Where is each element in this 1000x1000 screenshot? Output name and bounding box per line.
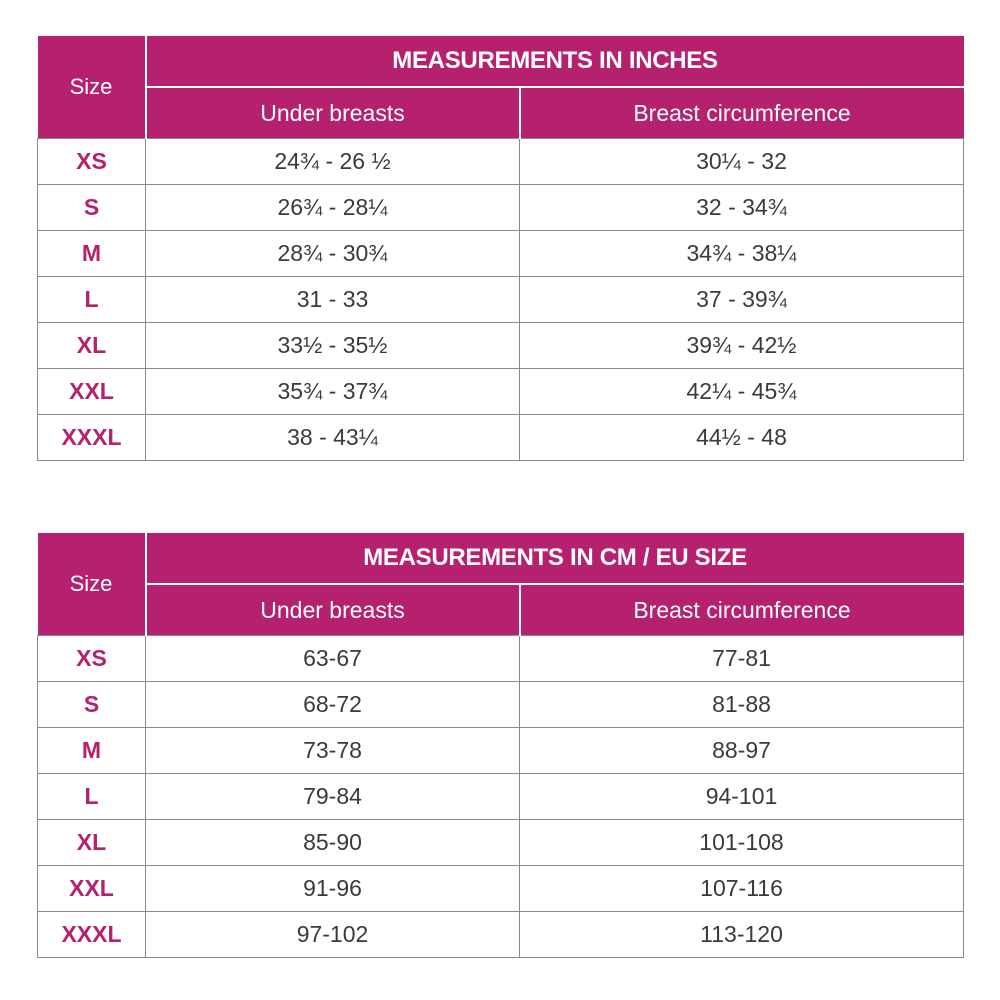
table-row: XS 63-67 77-81 — [37, 635, 965, 682]
under-breasts-value: 28¾ - 30¾ — [145, 230, 520, 277]
breast-circumference-value: 113-120 — [518, 911, 965, 958]
size-label: XL — [37, 322, 146, 369]
under-breasts-value: 24¾ - 26 ½ — [145, 138, 520, 185]
under-breasts-value: 31 - 33 — [145, 276, 520, 323]
table-row: XXL 35¾ - 37¾ 42¼ - 45¾ — [37, 368, 964, 415]
size-label: L — [37, 773, 146, 820]
size-label: M — [37, 727, 146, 774]
breast-circumference-value: 77-81 — [518, 635, 965, 682]
table-row: XS 24¾ - 26 ½ 30¼ - 32 — [37, 138, 964, 185]
under-breasts-value: 97-102 — [145, 911, 520, 958]
breast-circumference-value: 39¾ - 42½ — [519, 322, 964, 369]
under-breasts-value: 73-78 — [145, 727, 520, 774]
size-label: S — [37, 184, 146, 231]
size-label: XXL — [37, 865, 146, 912]
breast-circumference-header: Breast circumference — [518, 583, 964, 636]
breast-circumference-header: Breast circumference — [518, 86, 964, 139]
breast-circumference-value: 37 - 39¾ — [519, 276, 964, 323]
breast-circumference-value: 88-97 — [518, 727, 965, 774]
under-breasts-header: Under breasts — [144, 86, 521, 139]
under-breasts-header: Under breasts — [144, 583, 521, 636]
under-breasts-value: 33½ - 35½ — [145, 322, 520, 369]
size-label: M — [37, 230, 146, 277]
table-row: L 79-84 94-101 — [37, 773, 965, 820]
under-breasts-value: 79-84 — [145, 773, 520, 820]
under-breasts-value: 85-90 — [145, 819, 520, 866]
breast-circumference-value: 32 - 34¾ — [519, 184, 964, 231]
size-column-header: Size — [37, 533, 147, 636]
breast-circumference-value: 107-116 — [518, 865, 965, 912]
under-breasts-value: 26¾ - 28¼ — [145, 184, 520, 231]
breast-circumference-value: 30¼ - 32 — [519, 138, 964, 185]
breast-circumference-value: 101-108 — [518, 819, 965, 866]
size-chart-cm: Size MEASUREMENTS IN CM / EU SIZE Under … — [37, 533, 965, 958]
table-row: S 26¾ - 28¼ 32 - 34¾ — [37, 184, 964, 231]
table-row: L 31 - 33 37 - 39¾ — [37, 276, 964, 323]
size-label: S — [37, 681, 146, 728]
size-label: XS — [37, 635, 146, 682]
breast-circumference-value: 42¼ - 45¾ — [519, 368, 964, 415]
size-column-header: Size — [37, 36, 147, 139]
breast-circumference-value: 34¾ - 38¼ — [519, 230, 964, 277]
size-label: XL — [37, 819, 146, 866]
table-row: M 73-78 88-97 — [37, 727, 965, 774]
table-row: M 28¾ - 30¾ 34¾ - 38¼ — [37, 230, 964, 277]
size-label: XS — [37, 138, 146, 185]
breast-circumference-value: 81-88 — [518, 681, 965, 728]
table-row: XXL 91-96 107-116 — [37, 865, 965, 912]
breast-circumference-value: 44½ - 48 — [519, 414, 964, 461]
size-label: L — [37, 276, 146, 323]
table-row: XL 85-90 101-108 — [37, 819, 965, 866]
size-chart-inches: Size MEASUREMENTS IN INCHES Under breast… — [37, 36, 964, 461]
table-title: MEASUREMENTS IN INCHES — [144, 36, 964, 88]
under-breasts-value: 91-96 — [145, 865, 520, 912]
breast-circumference-value: 94-101 — [518, 773, 965, 820]
under-breasts-value: 35¾ - 37¾ — [145, 368, 520, 415]
under-breasts-value: 38 - 43¼ — [145, 414, 520, 461]
table-row: XXXL 97-102 113-120 — [37, 911, 965, 958]
table-row: S 68-72 81-88 — [37, 681, 965, 728]
size-label: XXXL — [37, 911, 146, 958]
under-breasts-value: 68-72 — [145, 681, 520, 728]
table-title: MEASUREMENTS IN CM / EU SIZE — [144, 533, 964, 585]
table-row: XL 33½ - 35½ 39¾ - 42½ — [37, 322, 964, 369]
table-row: XXXL 38 - 43¼ 44½ - 48 — [37, 414, 964, 461]
under-breasts-value: 63-67 — [145, 635, 520, 682]
size-label: XXL — [37, 368, 146, 415]
size-label: XXXL — [37, 414, 146, 461]
